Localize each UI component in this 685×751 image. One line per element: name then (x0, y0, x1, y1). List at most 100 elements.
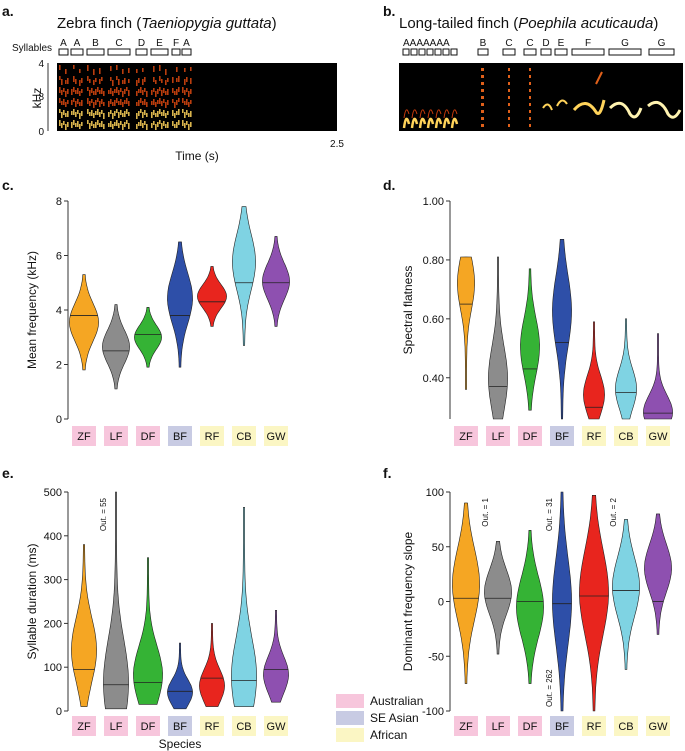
category-label-zf: ZF (77, 431, 91, 443)
longtailed-stack (508, 82, 510, 85)
violin-bf (167, 642, 193, 710)
zebra-harmonic (138, 111, 140, 116)
zebra-harmonic (167, 122, 169, 128)
zebra-harmonic (73, 65, 75, 69)
zebra-harmonic (95, 100, 97, 105)
zebra-harmonic (73, 98, 75, 102)
panel-a-title: Zebra finch (Taeniopygia guttata) (57, 15, 277, 32)
outlier-annotation: Out. = 2 (609, 497, 618, 526)
longtailed-harmonic (595, 71, 603, 85)
longtailed-stack (529, 68, 531, 71)
y-tick-label: 0 (56, 414, 62, 426)
zebra-harmonic (91, 121, 93, 126)
zebra-harmonic (172, 77, 174, 83)
violin-gw (644, 513, 672, 635)
zebra-harmonic (59, 76, 61, 80)
zebra-ytick-bottom: 0 (38, 127, 44, 138)
y-tick-label: 8 (56, 196, 62, 208)
zebra-harmonic (138, 122, 140, 126)
legend-label-african: African (370, 728, 407, 742)
zebra-harmonic (59, 87, 61, 93)
longtailed-syllable-label: B (480, 38, 487, 49)
zebra-syllable-box (70, 48, 84, 56)
violin-rf (199, 623, 225, 707)
zebra-syllable-box (181, 48, 192, 56)
zebra-harmonic (79, 113, 81, 119)
zebra-harmonic (190, 78, 192, 84)
zebra-harmonic (71, 100, 73, 105)
zebra-harmonic (122, 124, 124, 130)
zebra-harmonic (87, 65, 89, 71)
zebra-syllable-box (135, 48, 148, 56)
zebra-harmonic (188, 102, 190, 107)
zebra-harmonic (190, 100, 192, 104)
longtailed-syllable-box (540, 48, 552, 56)
zebra-harmonic (140, 98, 142, 103)
zebra-harmonic (110, 88, 112, 94)
zebra-harmonic (136, 102, 138, 106)
zebra-harmonic (91, 110, 93, 116)
zebra-harmonic (91, 99, 93, 103)
zebra-harmonic (116, 109, 118, 113)
zebra-harmonic (184, 101, 186, 105)
longtailed-stack (481, 103, 484, 106)
outlier-annotation: Out. = 1 (481, 497, 490, 526)
zebra-harmonic (184, 112, 186, 118)
y-tick-label: 100 (44, 662, 62, 674)
zebra-harmonic (157, 122, 159, 127)
zebra-harmonic (165, 102, 167, 108)
zebra-harmonic (190, 89, 192, 94)
zebra-harmonic (81, 100, 83, 106)
panel-label: f. (383, 465, 392, 481)
zebra-harmonic (59, 65, 61, 70)
zebra-syllable-label: A (60, 38, 67, 49)
category-band-zf (454, 716, 478, 736)
zebra-harmonic (87, 76, 89, 81)
y-tick-label: 0.80 (423, 255, 444, 267)
category-label-lf: LF (492, 721, 505, 733)
longtailed-note (434, 117, 443, 129)
zebra-harmonic (73, 87, 75, 92)
zebra-harmonic (155, 80, 157, 84)
longtailed-stack (508, 124, 510, 127)
zebra-harmonic (99, 90, 101, 94)
longtailed-syllable-label: F (585, 38, 591, 49)
zebra-harmonic (165, 80, 167, 85)
longtailed-note (410, 117, 419, 129)
category-band-rf (200, 426, 224, 446)
syllables-label: Syllables (12, 43, 52, 54)
category-label-df: DF (523, 431, 538, 443)
category-label-gw: GW (649, 431, 669, 443)
zebra-harmonic (97, 109, 99, 115)
zebra-harmonic (116, 76, 118, 80)
zebra-harmonic (101, 110, 103, 114)
zebra-harmonic (184, 68, 186, 72)
longtailed-syllable-label: G (621, 38, 629, 49)
zebra-harmonic (124, 111, 126, 117)
zebra-harmonic (165, 124, 167, 128)
panel-label: d. (383, 177, 395, 193)
longtailed-note (426, 117, 435, 129)
category-label-gw: GW (267, 431, 287, 443)
y-tick-label: 500 (44, 487, 62, 499)
zebra-harmonic (112, 91, 114, 96)
zebra-harmonic (75, 79, 77, 84)
y-tick-label: 400 (44, 531, 62, 543)
zebra-harmonic (142, 123, 144, 128)
zebra-harmonic (81, 122, 83, 126)
panel-d-spectral-flatness: d. 0.40 0.60 0.80 1.00 Spectral flatness ZF LF D… (383, 177, 673, 446)
zebra-harmonic (165, 69, 167, 75)
longtailed-stack (529, 124, 531, 127)
longtailed-syllable-box (571, 48, 605, 56)
zebra-harmonic (153, 88, 155, 92)
zebra-harmonic (93, 80, 95, 85)
zebra-syllable-box (58, 48, 69, 56)
zebra-ytick-mid: 8 (38, 92, 44, 103)
zebra-harmonic (144, 121, 146, 125)
zebra-harmonic (178, 98, 180, 102)
category-band-df (518, 716, 542, 736)
y-tick-label: 4 (56, 305, 62, 317)
zebra-harmonic (190, 67, 192, 71)
zebra-harmonic (101, 99, 103, 104)
